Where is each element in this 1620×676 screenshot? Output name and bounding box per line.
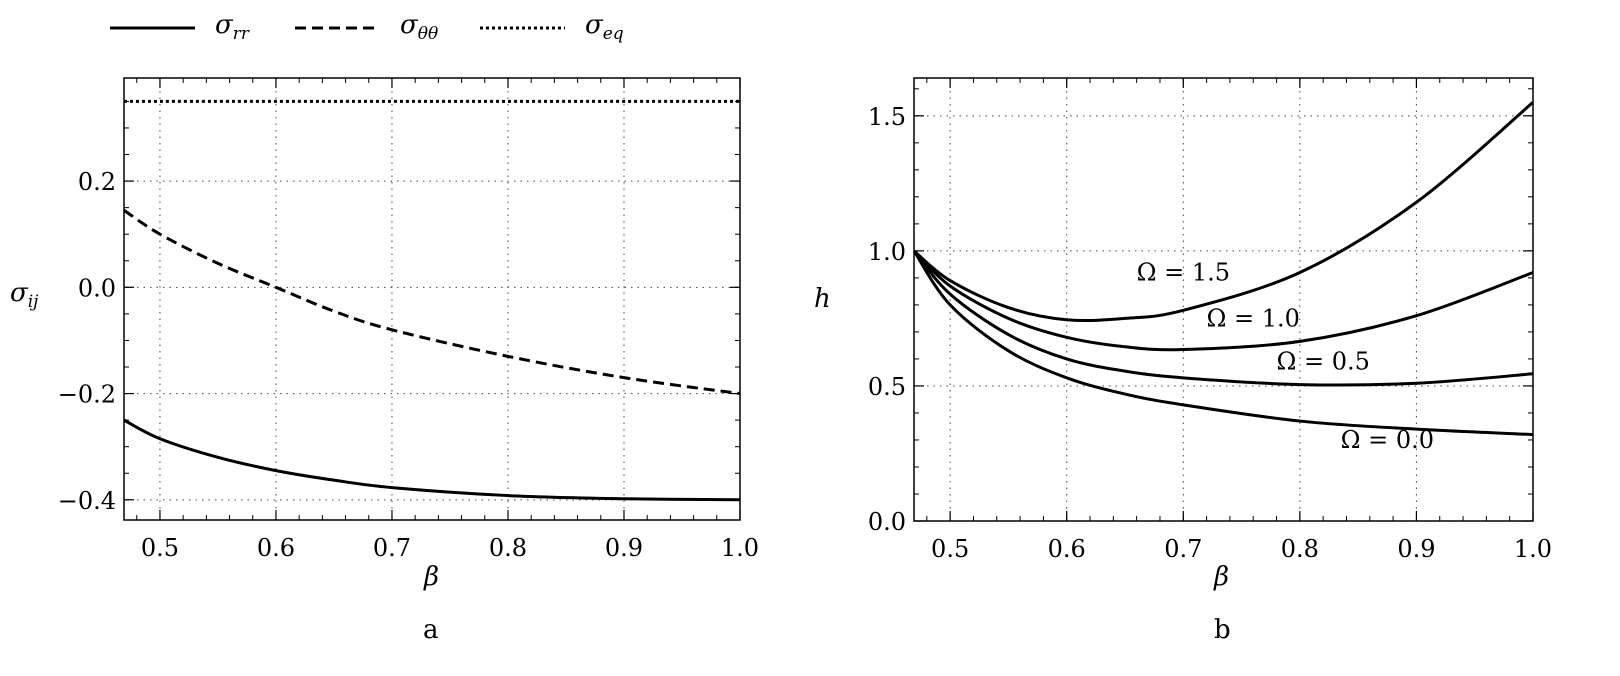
series-annotation: Ω = 0.0: [1341, 426, 1434, 454]
x-tick-label: 0.9: [605, 534, 643, 562]
x-tick-label: 0.7: [1164, 535, 1202, 563]
y-tick-label: −0.2: [58, 381, 116, 409]
axes-frame: [913, 77, 1534, 522]
y-tick-label: −0.4: [58, 487, 116, 515]
x-tick-label: 0.5: [141, 534, 179, 562]
series-line: [124, 209, 740, 396]
axes-frame: [123, 77, 741, 521]
chart-a-xlabel: β: [424, 562, 440, 592]
x-tick-label: 1.0: [1514, 535, 1552, 563]
chart-b-caption: b: [1214, 615, 1231, 645]
y-tick-label: 0.0: [868, 508, 906, 536]
chart-b: 0.5 0.6 0.7 0.8 0.9 1.0 0.0 0.5 1.0 1.5 Ω = 0.0 Ω =…: [868, 77, 1552, 563]
chart-a-caption: a: [423, 615, 439, 645]
y-tick-label: 0.2: [78, 168, 116, 196]
x-tick-label: 0.7: [373, 534, 411, 562]
series-annotation: Ω = 1.0: [1207, 305, 1300, 333]
y-tick-label: 1.5: [868, 103, 906, 131]
ylabel-sub: ij: [27, 292, 39, 312]
legend-sub: rr: [232, 24, 250, 44]
series-line: [124, 418, 740, 502]
ylabel-symbol: σ: [10, 278, 28, 308]
chart-b-xlabel: β: [1214, 562, 1230, 592]
series-line: [914, 249, 1533, 387]
chart-b-ylabel: h: [814, 284, 831, 314]
x-tick-label: 1.0: [721, 534, 759, 562]
x-tick-label: 0.8: [489, 534, 527, 562]
legend-sub: eq: [602, 24, 624, 44]
x-tick-label: 0.8: [1281, 535, 1319, 563]
x-tick-label: 0.6: [257, 534, 295, 562]
legend-symbol: σ: [215, 10, 233, 40]
x-tick-label: 0.5: [931, 535, 969, 563]
series-line: [914, 249, 1533, 352]
series-annotation: Ω = 0.5: [1276, 348, 1369, 376]
y-tick-label: 1.0: [868, 238, 906, 266]
series-annotation: Ω = 1.5: [1137, 259, 1230, 287]
y-tick-label: 0.5: [868, 373, 906, 401]
legend-label: σeq: [585, 10, 624, 44]
legend-symbol: σ: [585, 10, 603, 40]
chart-a-ylabel: σij: [10, 278, 38, 312]
series-line: [914, 101, 1533, 323]
legend-symbol: σ: [400, 10, 418, 40]
y-tick-label: 0.0: [78, 274, 116, 302]
chart-a: 0.5 0.6 0.7 0.8 0.9 1.0 −0.4 −0.2 0.0 0.2: [58, 77, 759, 562]
legend-label: σrr: [215, 10, 249, 44]
x-tick-label: 0.9: [1397, 535, 1435, 563]
x-tick-label: 0.6: [1048, 535, 1086, 563]
legend-label: σθθ: [400, 10, 438, 44]
series-line: [914, 250, 1533, 437]
legend-sub: θθ: [417, 24, 439, 44]
